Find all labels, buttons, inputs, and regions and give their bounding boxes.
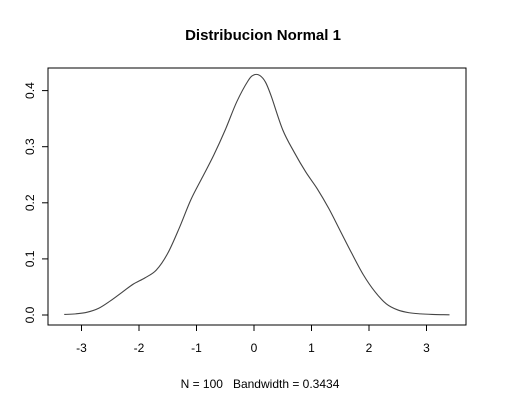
density-curve: [64, 73, 450, 316]
x-tick-label: -2: [134, 341, 145, 355]
x-tick-label: 1: [308, 341, 315, 355]
x-axis-label: N = 100 Bandwidth = 0.3434: [181, 377, 340, 391]
x-tick-label: -3: [76, 341, 87, 355]
x-tick-label: -1: [191, 341, 202, 355]
y-axis: 0.0 0.1 0.2 0.3 0.4: [23, 82, 49, 323]
y-tick-label: 0.3: [23, 138, 37, 155]
series-layer: [64, 73, 450, 316]
x-tick-label: 0: [251, 341, 258, 355]
chart-title: Distribucion Normal 1: [185, 27, 341, 44]
y-tick-label: 0.1: [23, 250, 37, 267]
y-tick-label: 0.0: [23, 306, 37, 323]
y-tick-label: 0.2: [23, 194, 37, 211]
x-tick-label: 2: [366, 341, 373, 355]
x-tick-label: 3: [423, 341, 430, 355]
x-axis: -3 -2 -1 0 1 2 3: [76, 324, 430, 355]
y-tick-label: 0.4: [23, 82, 37, 99]
plot-area-border: [47, 67, 467, 326]
